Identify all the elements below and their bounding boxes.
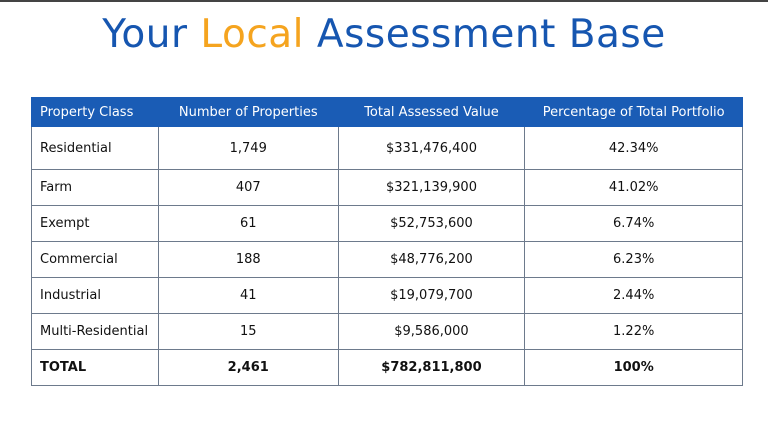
cell-property-class: Farm: [31, 169, 159, 206]
title-highlight: Local: [200, 12, 305, 57]
cell-property-class: Industrial: [31, 277, 159, 314]
cell-total-assessed-value: $9,586,000: [337, 313, 526, 350]
cell-total-assessed-value: $321,139,900: [337, 169, 526, 206]
table-row: Commercial 188 $48,776,200 6.23%: [31, 241, 743, 278]
cell-total-assessed-value: $331,476,400: [337, 126, 526, 170]
title-text: Your: [102, 12, 201, 57]
total-number-of-properties: 2,461: [157, 349, 339, 386]
table-row: Multi-Residential 15 $9,586,000 1.22%: [31, 313, 743, 350]
table-total-row: TOTAL 2,461 $782,811,800 100%: [31, 349, 743, 386]
cell-number-of-properties: 407: [157, 169, 339, 206]
cell-property-class: Multi-Residential: [31, 313, 159, 350]
total-percentage: 100%: [524, 349, 743, 386]
top-border: [0, 0, 768, 2]
table-row: Industrial 41 $19,079,700 2.44%: [31, 277, 743, 314]
header-total-assessed-value: Total Assessed Value: [337, 97, 526, 127]
cell-number-of-properties: 61: [157, 205, 339, 242]
cell-total-assessed-value: $52,753,600: [337, 205, 526, 242]
cell-property-class: Residential: [31, 126, 159, 170]
cell-number-of-properties: 41: [157, 277, 339, 314]
header-number-of-properties: Number of Properties: [157, 97, 339, 127]
cell-property-class: Commercial: [31, 241, 159, 278]
assessment-table: Property Class Number of Properties Tota…: [31, 97, 743, 386]
cell-property-class: Exempt: [31, 205, 159, 242]
cell-percentage: 2.44%: [524, 277, 743, 314]
cell-percentage: 41.02%: [524, 169, 743, 206]
cell-number-of-properties: 1,749: [157, 126, 339, 170]
table-row: Residential 1,749 $331,476,400 42.34%: [31, 126, 743, 170]
cell-total-assessed-value: $48,776,200: [337, 241, 526, 278]
cell-percentage: 42.34%: [524, 126, 743, 170]
cell-percentage: 6.74%: [524, 205, 743, 242]
table-row: Exempt 61 $52,753,600 6.74%: [31, 205, 743, 242]
cell-percentage: 6.23%: [524, 241, 743, 278]
cell-number-of-properties: 15: [157, 313, 339, 350]
total-total-assessed-value: $782,811,800: [337, 349, 526, 386]
table-header-row: Property Class Number of Properties Tota…: [31, 97, 743, 127]
cell-percentage: 1.22%: [524, 313, 743, 350]
header-percentage: Percentage of Total Portfolio: [524, 97, 743, 127]
total-property-class: TOTAL: [31, 349, 159, 386]
page-title: Your Local Assessment Base: [0, 12, 768, 57]
header-property-class: Property Class: [31, 97, 159, 127]
cell-total-assessed-value: $19,079,700: [337, 277, 526, 314]
title-text-end: Assessment Base: [304, 12, 666, 57]
table-row: Farm 407 $321,139,900 41.02%: [31, 169, 743, 206]
cell-number-of-properties: 188: [157, 241, 339, 278]
